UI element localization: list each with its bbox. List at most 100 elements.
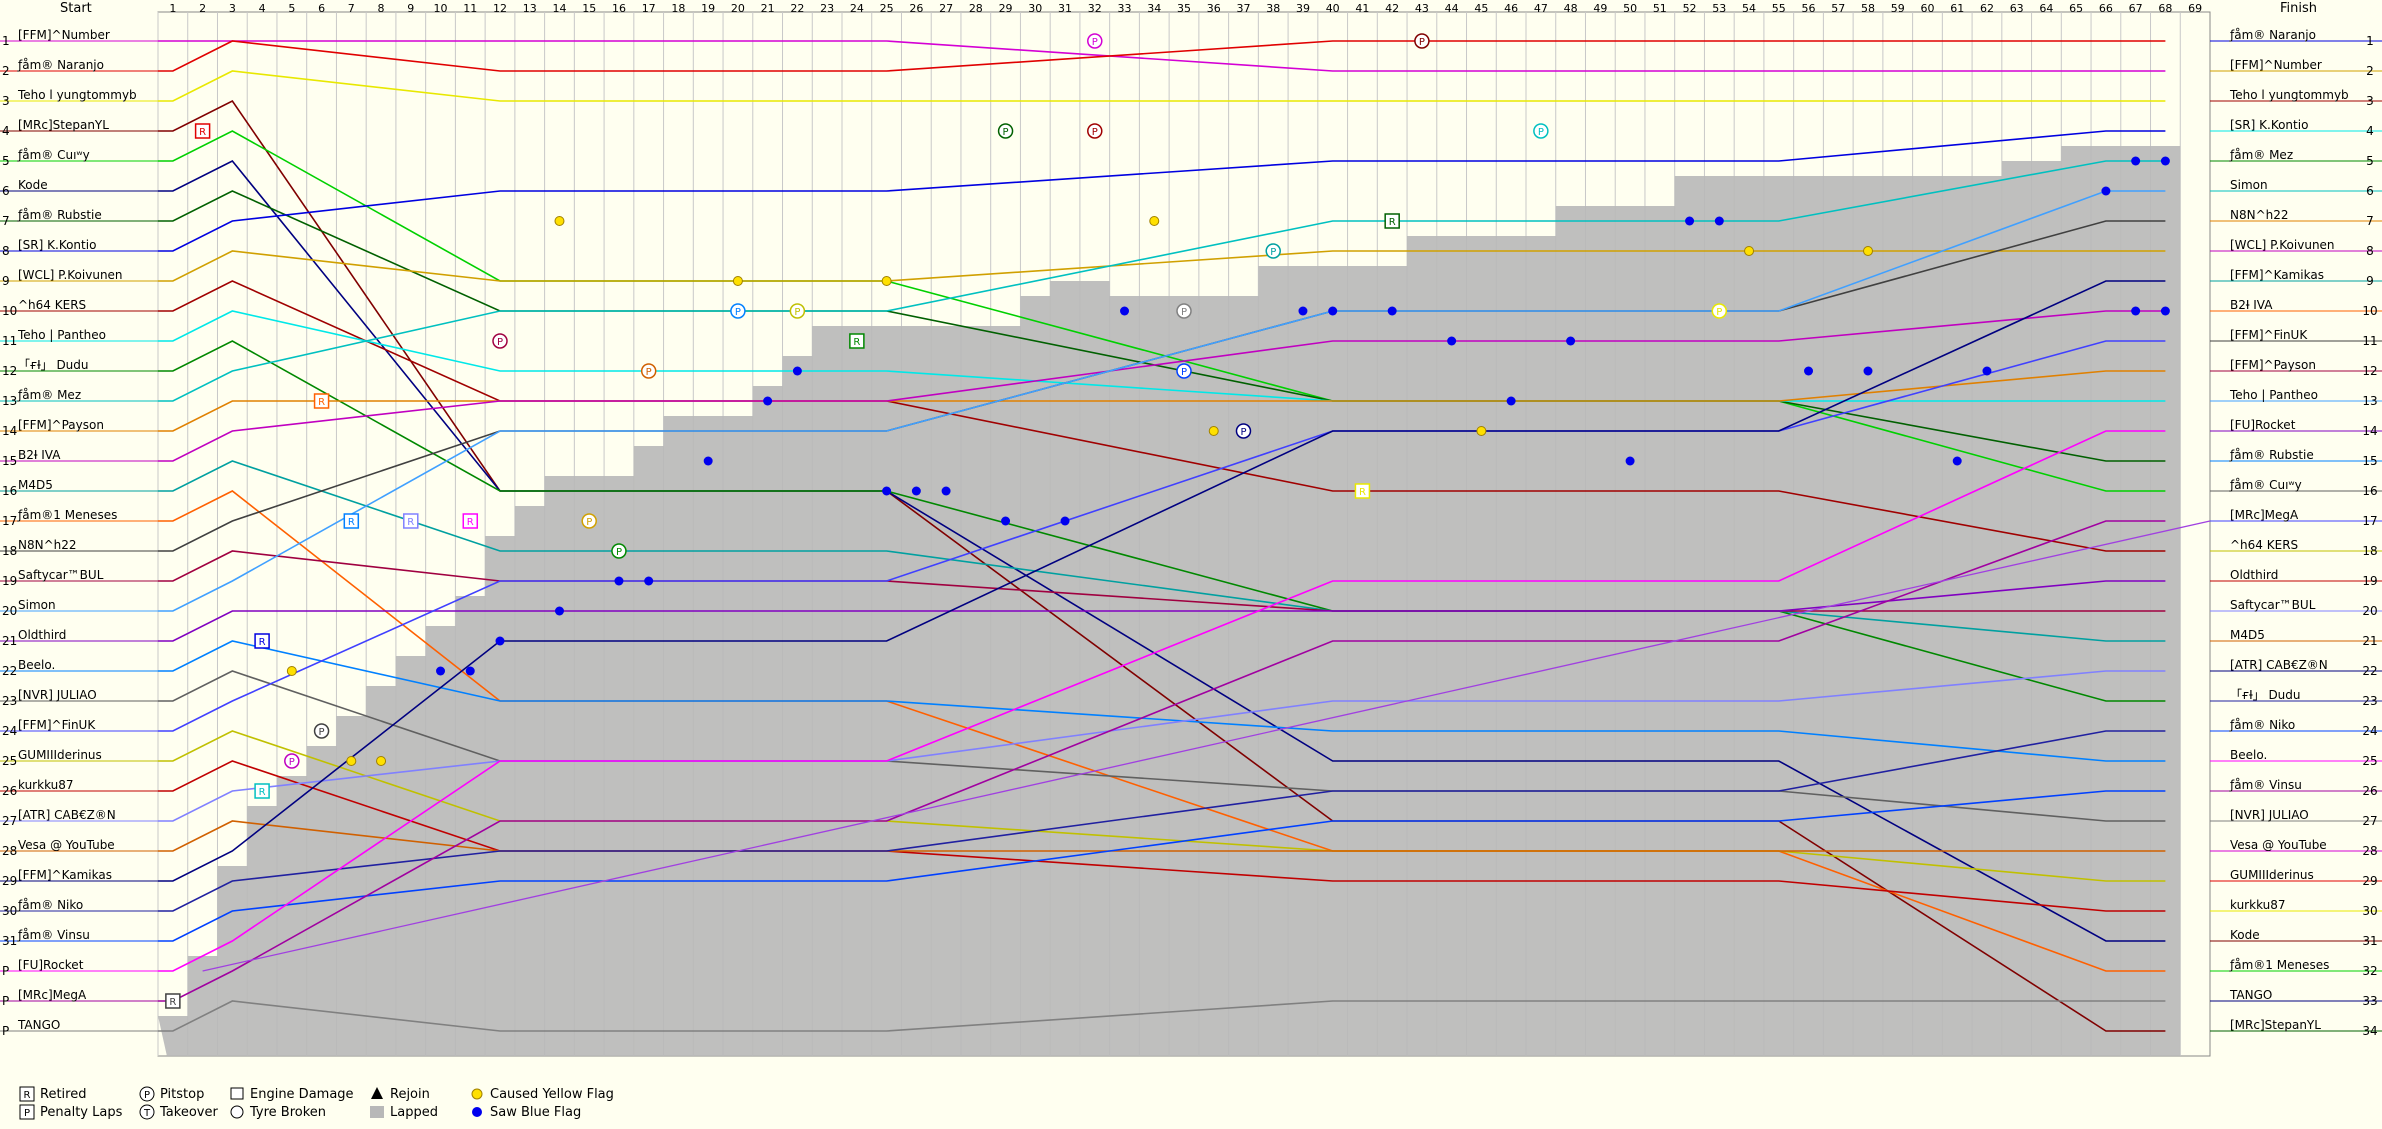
blue-flag-dot bbox=[1328, 306, 1338, 316]
pitstop-marker: P bbox=[1087, 123, 1103, 139]
start-position-label: 14 bbox=[2, 424, 17, 438]
pitstop-marker: P bbox=[1235, 423, 1252, 439]
finish-position-label: 4 bbox=[2366, 124, 2374, 138]
pitstop-letter: P bbox=[1181, 307, 1187, 318]
start-driver-name: [WCL] P.Koivunen bbox=[18, 268, 123, 282]
finish-driver-name: B2Ɨ IVA bbox=[2230, 298, 2273, 312]
start-driver-name: B2Ɨ IVA bbox=[18, 448, 61, 462]
retired-letter: R bbox=[259, 637, 266, 648]
finish-driver-name: ƒåm® Naranjo bbox=[2229, 28, 2316, 42]
start-driver-name: [SR] K.Kontio bbox=[18, 238, 96, 252]
lap-tick-label: 33 bbox=[1118, 2, 1132, 15]
lap-tick-label: 67 bbox=[2129, 2, 2143, 15]
driver-trace bbox=[158, 790, 2166, 942]
legend-entry: Lapped bbox=[370, 1105, 438, 1120]
pitstop-letter: P bbox=[1092, 37, 1098, 48]
blue-flag-dot bbox=[2131, 306, 2141, 316]
pitstop-circle bbox=[997, 123, 1014, 139]
lap-tick-label: 32 bbox=[1088, 2, 1102, 15]
pitstop-letter: P bbox=[794, 307, 800, 318]
pitstop-letter: P bbox=[646, 367, 652, 378]
pitstop-circle bbox=[611, 543, 627, 559]
finish-driver-name: [FFM]^FinUK bbox=[2230, 328, 2308, 342]
legend-symbol-letter: T bbox=[143, 1108, 151, 1119]
blue-flag-dot bbox=[1506, 396, 1516, 406]
lap-tick-label: 20 bbox=[731, 2, 745, 15]
finish-driver-name: ƒåm® Cuıʷy bbox=[2229, 478, 2302, 492]
finish-driver-name: [MRc]MegA bbox=[2230, 508, 2299, 522]
finish-position-label: 20 bbox=[2362, 604, 2377, 618]
blue-flag-dot bbox=[1120, 306, 1130, 316]
finish-position-label: 32 bbox=[2362, 964, 2377, 978]
finish-driver-name: N8N^h22 bbox=[2230, 208, 2289, 222]
lap-tick-label: 46 bbox=[1504, 2, 1518, 15]
pitstop-letter: P bbox=[497, 337, 503, 348]
blue-flag-dot bbox=[495, 636, 505, 646]
finish-position-label: 31 bbox=[2362, 934, 2377, 948]
lap-tick-label: 25 bbox=[880, 2, 894, 15]
start-position-label: 4 bbox=[2, 124, 10, 138]
start-position-label: 17 bbox=[2, 514, 17, 528]
blue-flag-dot bbox=[2101, 186, 2111, 196]
pitstop-circle bbox=[789, 303, 806, 319]
finish-position-label: 29 bbox=[2362, 874, 2377, 888]
blue-flag-markers bbox=[436, 156, 2170, 676]
lap-tick-label: 54 bbox=[1742, 2, 1756, 15]
start-position-label: 26 bbox=[2, 784, 17, 798]
lap-tick-label: 64 bbox=[2039, 2, 2053, 15]
blue-flag-dot bbox=[1298, 306, 1308, 316]
blue-flag-dot bbox=[644, 576, 654, 586]
retired-markers: R R R R R R R R R R R bbox=[165, 123, 1400, 1009]
legend: R Retired P Penalty Laps P Pitstop T Takeover En… bbox=[19, 1086, 614, 1120]
lap-tick-label: 23 bbox=[820, 2, 834, 15]
start-position-label: 19 bbox=[2, 574, 17, 588]
retired-marker: R bbox=[194, 123, 211, 139]
finish-position-label: 14 bbox=[2362, 424, 2377, 438]
start-position-label: 2 bbox=[2, 64, 10, 78]
retired-letter: R bbox=[1389, 217, 1396, 228]
pitstop-marker: P bbox=[1414, 33, 1430, 49]
lap-tick-label: 21 bbox=[761, 2, 775, 15]
lap-tick-label: 26 bbox=[909, 2, 923, 15]
blue-flag-dot bbox=[1982, 366, 1992, 376]
start-names: 1 [FFM]^Number 2 ƒåm® Naranjo 3 Teho l yungto… bbox=[2, 28, 137, 1038]
lap-tick-label: 2 bbox=[199, 2, 206, 15]
legend-label: Penalty Laps bbox=[40, 1105, 123, 1120]
lap-tick-label: 69 bbox=[2188, 2, 2202, 15]
legend-label: Tyre Broken bbox=[249, 1105, 326, 1120]
finish-position-label: 19 bbox=[2362, 574, 2377, 588]
finish-driver-name: Beelo. bbox=[2230, 748, 2267, 762]
lap-tick-label: 27 bbox=[939, 2, 953, 15]
blue-flag-dot bbox=[2131, 156, 2141, 166]
finish-driver-name: kurkku87 bbox=[2230, 898, 2286, 912]
legend-entry: Caused Yellow Flag bbox=[471, 1087, 614, 1102]
start-position-label: P bbox=[2, 994, 9, 1008]
pitstop-letter: P bbox=[1092, 127, 1098, 138]
pitstop-circle bbox=[1711, 303, 1728, 319]
start-driver-name: [MRc]StepanYL bbox=[18, 118, 109, 132]
pitstop-marker: P bbox=[611, 543, 627, 559]
lapped-area bbox=[158, 131, 2181, 1056]
start-position-label: 11 bbox=[2, 334, 17, 348]
lap-tick-label: 1 bbox=[169, 2, 176, 15]
lap-tick-label: 40 bbox=[1326, 2, 1340, 15]
blue-flag-dot bbox=[1566, 336, 1576, 346]
lap-tick-label: 22 bbox=[790, 2, 804, 15]
start-driver-name: ƒåm® Vinsu bbox=[17, 928, 90, 942]
start-driver-name: ƒåm® Rubstie bbox=[17, 208, 102, 222]
lap-tick-label: 48 bbox=[1564, 2, 1578, 15]
pitstop-marker: P bbox=[492, 333, 508, 349]
lap-tick-label: 38 bbox=[1266, 2, 1280, 15]
legend-symbol-letter: P bbox=[144, 1090, 150, 1101]
finish-driver-name: Kode bbox=[2230, 928, 2260, 942]
pitstop-circle bbox=[730, 303, 746, 319]
lap-tick-label: 68 bbox=[2158, 2, 2172, 15]
finish-position-label: 25 bbox=[2362, 754, 2377, 768]
pitstop-letter: P bbox=[1538, 127, 1544, 138]
start-position-label: 18 bbox=[2, 544, 17, 558]
legend-entry: Engine Damage bbox=[230, 1087, 354, 1102]
retired-letter: R bbox=[318, 397, 325, 408]
start-driver-name: ƒåm® Niko bbox=[17, 898, 83, 912]
driver-trace bbox=[158, 190, 2166, 612]
penalty-trace bbox=[202, 520, 2211, 972]
